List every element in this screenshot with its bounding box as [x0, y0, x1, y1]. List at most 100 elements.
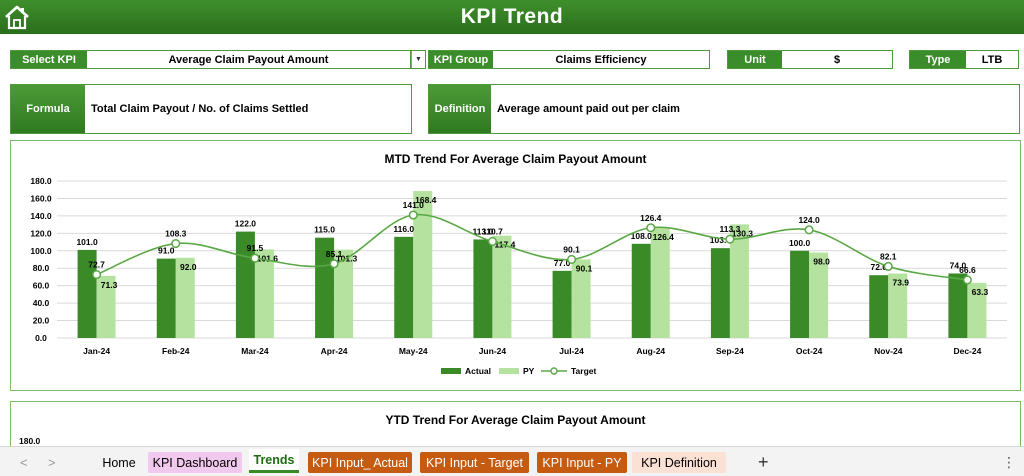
bar-actual	[948, 273, 968, 338]
legend-label-actual: Actual	[465, 366, 491, 376]
ytd-y-tick: 180.0	[19, 436, 41, 446]
kpi-group-value: Claims Efficiency	[493, 51, 709, 68]
formula-label: Formula	[11, 85, 85, 133]
data-label-py: 71.3	[101, 280, 118, 290]
home-icon[interactable]	[2, 2, 32, 32]
legend-swatch-target-marker	[550, 367, 558, 375]
data-label-target: 85.1	[326, 249, 343, 259]
tab-trends[interactable]: Trends	[249, 449, 299, 473]
data-label-actual: 113.0	[473, 226, 494, 236]
bar-py	[175, 257, 195, 338]
bar-actual	[790, 250, 810, 338]
data-label-actual: 74.0	[950, 260, 967, 270]
data-label-py: 168.4	[415, 195, 437, 205]
definition-label: Definition	[429, 85, 491, 133]
target-marker	[804, 225, 814, 235]
bar-py	[413, 191, 433, 338]
tab-next-icon[interactable]: >	[48, 455, 56, 470]
target-marker	[725, 234, 735, 244]
unit-field: Unit $	[727, 50, 893, 69]
tab-kpi-input-target[interactable]: KPI Input - Target	[420, 452, 529, 473]
page-title: KPI Trend	[460, 5, 564, 28]
target-marker	[646, 223, 656, 233]
bar-py	[967, 282, 987, 338]
tab-kpi-input-actual[interactable]: KPI Input_ Actual	[308, 452, 412, 473]
data-label-py: 73.9	[892, 278, 909, 288]
x-tick-label: Jul-24	[559, 346, 584, 356]
bar-py	[809, 252, 829, 338]
tab-prev-icon[interactable]: <	[20, 455, 28, 470]
data-label-target: 124.0	[798, 215, 820, 225]
bar-actual	[156, 258, 176, 338]
x-tick-label: Sep-24	[716, 346, 744, 356]
select-kpi-label: Select KPI	[11, 51, 87, 68]
x-tick-label: Jan-24	[83, 346, 110, 356]
target-marker	[171, 238, 181, 249]
kpi-group-field: KPI Group Claims Efficiency	[428, 50, 710, 69]
data-label-target: 91.5	[247, 243, 264, 253]
x-tick-label: Mar-24	[241, 346, 269, 356]
data-label-py: 63.3	[972, 287, 989, 297]
bar-py	[650, 227, 670, 338]
legend-label-target: Target	[571, 366, 597, 376]
chevron-down-icon[interactable]: ▼	[411, 51, 425, 68]
tab-kpi-input-py[interactable]: KPI Input - PY	[537, 452, 627, 473]
data-label-actual: 103.0	[710, 235, 732, 245]
target-marker	[962, 275, 972, 285]
bar-py	[888, 273, 908, 338]
mtd-chart-title: MTD Trend For Average Claim Payout Amoun…	[384, 152, 647, 166]
select-kpi-group: Select KPI Average Claim Payout Amount ▼	[10, 50, 426, 69]
data-label-actual: 115.0	[314, 225, 335, 235]
y-tick-label: 180.0	[30, 176, 52, 186]
sheet-tab-bar: < > Home KPI Dashboard Trends KPI Input_…	[0, 446, 1024, 476]
data-label-py: 101.6	[257, 253, 279, 263]
bar-py	[492, 235, 512, 338]
title-bar: KPI Trend	[0, 0, 1024, 34]
formula-value: Total Claim Payout / No. of Claims Settl…	[91, 103, 309, 115]
target-marker	[567, 254, 577, 264]
tab-kpi-definition[interactable]: KPI Definition	[632, 452, 726, 473]
tab-home[interactable]: Home	[102, 455, 136, 470]
bar-actual	[631, 243, 651, 338]
bar-py	[96, 275, 116, 338]
unit-value: $	[782, 51, 892, 68]
target-marker	[487, 236, 497, 246]
target-marker	[250, 253, 260, 263]
bar-actual	[315, 237, 335, 338]
x-tick-label: Dec-24	[953, 346, 981, 356]
y-tick-label: 100.0	[30, 246, 52, 256]
definition-value: Average amount paid out per claim	[497, 103, 680, 115]
tab-kpi-dashboard[interactable]: KPI Dashboard	[148, 452, 242, 473]
kpi-group-label: KPI Group	[429, 51, 493, 68]
x-tick-label: Feb-24	[162, 346, 190, 356]
mtd-chart: 0.0 20.0 40.0 60.0 80.0 100.0 120.0 140.0 160.0 1…	[30, 176, 1007, 376]
more-options-icon[interactable]: ⋮	[1002, 454, 1016, 470]
bar-py	[729, 224, 749, 338]
unit-label: Unit	[728, 51, 782, 68]
bar-actual	[394, 236, 414, 338]
y-tick-label: 80.0	[33, 263, 50, 273]
data-label-actual: 116.0	[393, 224, 414, 234]
y-tick-label: 20.0	[33, 316, 50, 326]
formula-box: Formula Total Claim Payout / No. of Clai…	[10, 84, 412, 134]
y-tick-label: 60.0	[33, 281, 50, 291]
data-label-actual: 122.0	[235, 219, 257, 229]
bar-py	[334, 249, 354, 338]
ytd-chart-title: YTD Trend For Average Claim Payout Amoun…	[385, 413, 646, 427]
bar-actual	[77, 249, 97, 338]
bar-py	[254, 249, 274, 338]
y-tick-label: 120.0	[30, 228, 52, 238]
x-tick-label: Apr-24	[321, 346, 348, 356]
y-tick-label: 40.0	[33, 298, 50, 308]
type-label: Type	[910, 51, 966, 68]
data-label-py: 90.1	[576, 263, 593, 273]
legend-label-py: PY	[523, 366, 535, 376]
data-label-actual: 72.0	[870, 262, 887, 272]
target-marker	[408, 210, 418, 220]
add-sheet-icon[interactable]: +	[758, 452, 769, 472]
select-kpi-dropdown[interactable]: Average Claim Payout Amount	[87, 51, 411, 68]
target-marker	[92, 270, 102, 280]
data-label-actual: 77.0	[554, 258, 571, 268]
mtd-chart-panel[interactable]: MTD Trend For Average Claim Payout Amoun…	[10, 140, 1021, 391]
data-label-actual: 91.0	[158, 246, 175, 256]
